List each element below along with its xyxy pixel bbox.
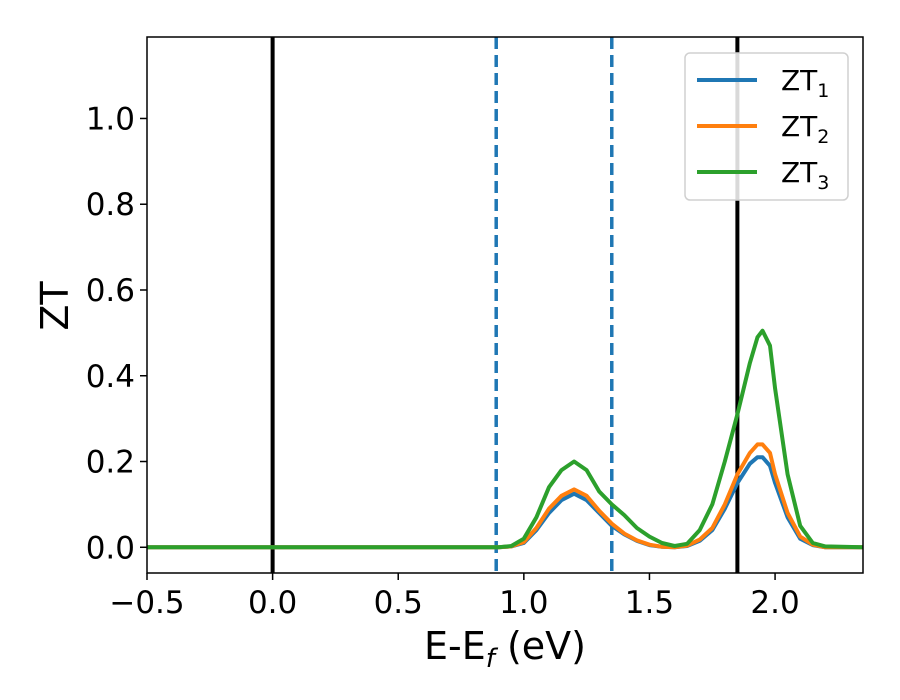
series-line-zt1 <box>147 455 863 550</box>
y-tick-label-1: 0.2 <box>86 445 135 481</box>
x-axis-title-unit: (eV) <box>495 624 586 668</box>
x-axis-title-main: E-E <box>424 624 486 668</box>
legend-box <box>684 52 849 201</box>
x-tick-label-4: 1.5 <box>625 585 674 621</box>
y-axis-title: ZT <box>33 281 77 331</box>
y-tick-label-2: 0.4 <box>86 359 135 395</box>
legend: ZT1 ZT2 ZT3 <box>684 52 849 201</box>
series-line-zt3 <box>147 328 863 550</box>
x-tick-label-2: 0.5 <box>374 585 423 621</box>
y-tick-label-5: 1.0 <box>86 101 135 137</box>
ticks-layer: −0.5 0.0 0.5 1.0 1.5 2.0 0.0 0.2 0.4 0.6 0.8 1.0 <box>86 101 800 621</box>
x-tick-label-3: 1.0 <box>499 585 548 621</box>
axes-layer <box>146 36 864 574</box>
x-tick-label-1: 0.0 <box>248 585 297 621</box>
x-tick-label-5: 2.0 <box>750 585 799 621</box>
y-tick-label-4: 0.8 <box>86 187 135 223</box>
legend-label-zt1: ZT1 <box>781 64 829 102</box>
x-tick-label-0: −0.5 <box>109 585 184 621</box>
legend-label-zt3: ZT3 <box>781 156 829 194</box>
y-tick-label-3: 0.6 <box>86 273 135 309</box>
legend-label-zt2: ZT2 <box>781 110 829 148</box>
y-tick-label-0: 0.0 <box>86 530 135 566</box>
plot-frame <box>146 36 864 574</box>
x-axis-title: E-Ef (eV) <box>424 624 586 674</box>
